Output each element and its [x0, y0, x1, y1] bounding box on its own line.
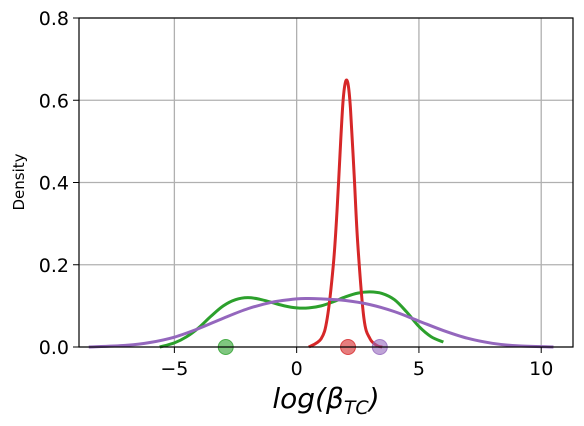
y-tick-label: 0.0 [39, 337, 69, 359]
x-tick-label: −5 [160, 358, 188, 380]
density-lines [88, 78, 554, 349]
density-line-2 [308, 78, 383, 349]
y-tick-label: 0.2 [39, 255, 69, 277]
y-axis-label: Density [10, 153, 28, 210]
axis-ticks: −5 0 5 10 0.0 0.2 0.4 0.6 0.8 [39, 8, 554, 380]
y-tick-label: 0.8 [39, 8, 69, 30]
x-tick-label: 0 [291, 358, 303, 380]
y-tick-label: 0.6 [39, 90, 69, 112]
x-tick-label: 10 [529, 358, 553, 380]
density-line-1 [159, 290, 444, 349]
density-line-3 [88, 296, 554, 349]
x-tick-label: 5 [413, 358, 425, 380]
x-axis-label: log(βTC) [272, 382, 379, 419]
y-tick-label: 0.4 [39, 173, 69, 195]
